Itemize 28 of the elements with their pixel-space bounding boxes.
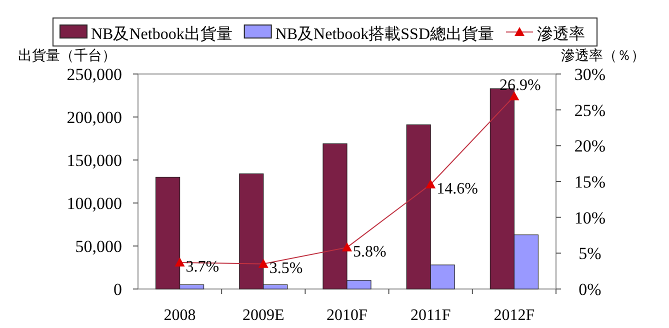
x-tick-label: 2009E — [242, 307, 284, 324]
y-tick-label: 150,000 — [66, 151, 122, 170]
x-tick-label: 2011F — [410, 307, 451, 324]
data-label: 26.9% — [500, 77, 541, 94]
x-tick-label: 2010F — [326, 307, 368, 324]
y-tick-label: 250,000 — [66, 65, 122, 84]
y2-tick-label: 5% — [578, 244, 602, 264]
data-label: 3.7% — [186, 258, 220, 276]
y2-tick-label: 30% — [574, 65, 606, 84]
legend-label: NB及Netbook搭載SSD總出貨量 — [275, 25, 494, 43]
y2-tick-label: 20% — [574, 136, 606, 156]
y2-tick-label: 15% — [574, 172, 606, 192]
x-tick-label: 2008 — [164, 307, 196, 324]
legend-label: NB及Netbook出貨量 — [91, 25, 232, 43]
y2-tick-label: 25% — [574, 100, 606, 120]
legend-label: 滲透率 — [537, 25, 586, 43]
y-axis-title: 出貨量（千台） — [18, 48, 116, 64]
data-label: 14.6% — [436, 180, 478, 198]
data-label: 5.8% — [353, 243, 386, 260]
data-label: 3.5% — [269, 260, 303, 277]
y-tick-label: 0 — [114, 280, 122, 299]
x-tick-label: 2012F — [494, 307, 535, 324]
y2-tick-label: 10% — [574, 208, 606, 228]
y2-tick-label: 0% — [578, 280, 602, 299]
y2-axis-title: 滲透率（％） — [561, 48, 645, 64]
y-tick-label: 50,000 — [75, 237, 122, 256]
y-tick-label: 100,000 — [66, 194, 122, 213]
y-tick-label: 200,000 — [66, 108, 122, 127]
